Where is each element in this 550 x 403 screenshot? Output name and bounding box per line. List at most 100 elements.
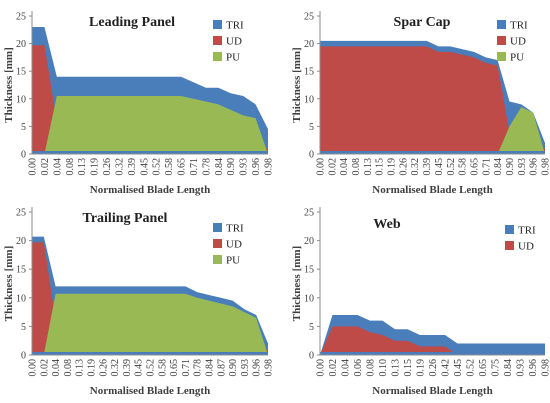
x-tick-label: 0.65: [169, 359, 180, 377]
y-tick-label: 0: [21, 351, 26, 362]
x-tick-label: 0.39: [122, 359, 133, 377]
x-tick-label: 0.65: [478, 359, 489, 377]
x-tick-label: 0.84: [214, 158, 225, 176]
x-tick-label: 0.19: [387, 158, 398, 176]
y-tick-label: 10: [16, 94, 26, 105]
x-tick-label: 0.26: [98, 359, 109, 377]
x-tick-label: 0.84: [493, 158, 504, 176]
x-tick-label: 0.02: [328, 359, 339, 377]
x-tick-label: 0.90: [228, 359, 239, 377]
x-tick-label: 0.75: [491, 359, 502, 377]
x-tick-label: 0.45: [434, 158, 445, 176]
y-tick-label: 25: [304, 208, 314, 219]
x-tick-label: 0.71: [189, 158, 200, 176]
y-tick-label: 15: [304, 265, 314, 276]
legend-swatch-pu: [213, 255, 222, 264]
area-ud: [320, 326, 545, 355]
x-tick-label: 0.15: [403, 359, 414, 377]
legend-label-pu: PU: [226, 52, 240, 64]
x-tick-label: 0.58: [458, 158, 469, 176]
x-tick-label: 0.65: [177, 158, 188, 176]
legend-label-tri: TRI: [226, 20, 244, 32]
legend-label-ud: UD: [510, 36, 526, 48]
x-tick-label: 0.45: [453, 359, 464, 377]
x-tick-label: 0.96: [528, 359, 539, 377]
x-tick-label: 0.26: [428, 359, 439, 377]
x-tick-label: 0.13: [391, 359, 402, 377]
baseline-tri-strip: [320, 352, 545, 355]
x-tick-label: 0.90: [226, 158, 237, 176]
legend-swatch-tri: [497, 20, 506, 29]
y-tick-label: 0: [309, 150, 314, 161]
baseline-tri-strip: [320, 151, 545, 154]
x-tick-label: 0.00: [316, 158, 327, 176]
x-tick-label: 0.32: [110, 359, 121, 377]
x-axis-title: Normalised Blade Length: [90, 184, 210, 196]
x-tick-label: 0.52: [466, 359, 477, 377]
x-tick-label: 0.42: [441, 359, 452, 377]
legend-swatch-ud: [213, 239, 222, 248]
y-tick-label: 25: [16, 208, 26, 219]
x-tick-label: 0.08: [63, 359, 74, 377]
x-tick-label: 0.02: [40, 158, 51, 176]
legend-swatch-tri: [213, 20, 222, 29]
x-tick-label: 0.78: [201, 158, 212, 176]
x-tick-label: 0.84: [205, 359, 216, 377]
chart-title: Spar Cap: [394, 15, 451, 30]
x-tick-label: 0.26: [102, 158, 113, 176]
x-tick-label: 0.08: [366, 359, 377, 377]
x-tick-label: 0.58: [164, 158, 175, 176]
area-pu: [320, 107, 545, 154]
legend-label-ud: UD: [518, 241, 534, 253]
legend-label-ud: UD: [226, 239, 242, 251]
legend-label-tri: TRI: [226, 223, 244, 235]
x-tick-label: 0.00: [28, 359, 39, 377]
x-tick-label: 0.65: [469, 158, 480, 176]
x-tick-label: 0.00: [28, 158, 39, 176]
y-tick-label: 20: [16, 39, 26, 50]
y-tick-label: 5: [21, 322, 26, 333]
x-tick-label: 0.96: [252, 359, 263, 377]
y-tick-label: 20: [16, 236, 26, 247]
legend-label-ud: UD: [226, 36, 242, 48]
y-tick-label: 5: [21, 122, 26, 133]
legend-swatch-pu: [213, 52, 222, 61]
y-tick-label: 10: [304, 293, 314, 304]
x-tick-label: 0.96: [251, 158, 262, 176]
x-tick-label: 0.19: [90, 158, 101, 176]
x-tick-label: 0.52: [446, 158, 457, 176]
x-tick-label: 0.96: [529, 158, 540, 176]
x-tick-label: 0.39: [127, 158, 138, 176]
y-tick-label: 25: [304, 12, 314, 23]
x-tick-label: 0.04: [51, 359, 62, 377]
x-tick-label: 0.02: [327, 158, 338, 176]
y-tick-label: 10: [304, 94, 314, 105]
area-pu: [32, 96, 268, 154]
y-tick-label: 0: [309, 351, 314, 362]
x-tick-label: 0.19: [416, 359, 427, 377]
x-axis-title: Normalised Blade Length: [372, 184, 492, 196]
legend-swatch-ud: [213, 36, 222, 45]
x-tick-label: 0.93: [240, 359, 251, 377]
x-tick-label: 0.08: [351, 158, 362, 176]
x-tick-label: 0.02: [39, 359, 50, 377]
x-tick-label: 0.52: [152, 158, 163, 176]
x-tick-label: 0.45: [139, 158, 150, 176]
baseline-tri-strip: [32, 151, 268, 154]
area-pu: [32, 293, 268, 355]
legend-label-tri: TRI: [518, 225, 536, 237]
x-tick-label: 0.08: [65, 158, 76, 176]
legend-swatch-tri: [505, 225, 514, 234]
baseline-tri-strip: [32, 352, 268, 355]
x-tick-label: 0.98: [264, 359, 275, 377]
y-tick-label: 25: [16, 12, 26, 23]
y-tick-label: 15: [304, 67, 314, 78]
x-tick-label: 0.13: [363, 158, 374, 176]
legend-swatch-tri: [213, 223, 222, 232]
x-tick-label: 0.93: [239, 158, 250, 176]
y-tick-label: 15: [16, 67, 26, 78]
